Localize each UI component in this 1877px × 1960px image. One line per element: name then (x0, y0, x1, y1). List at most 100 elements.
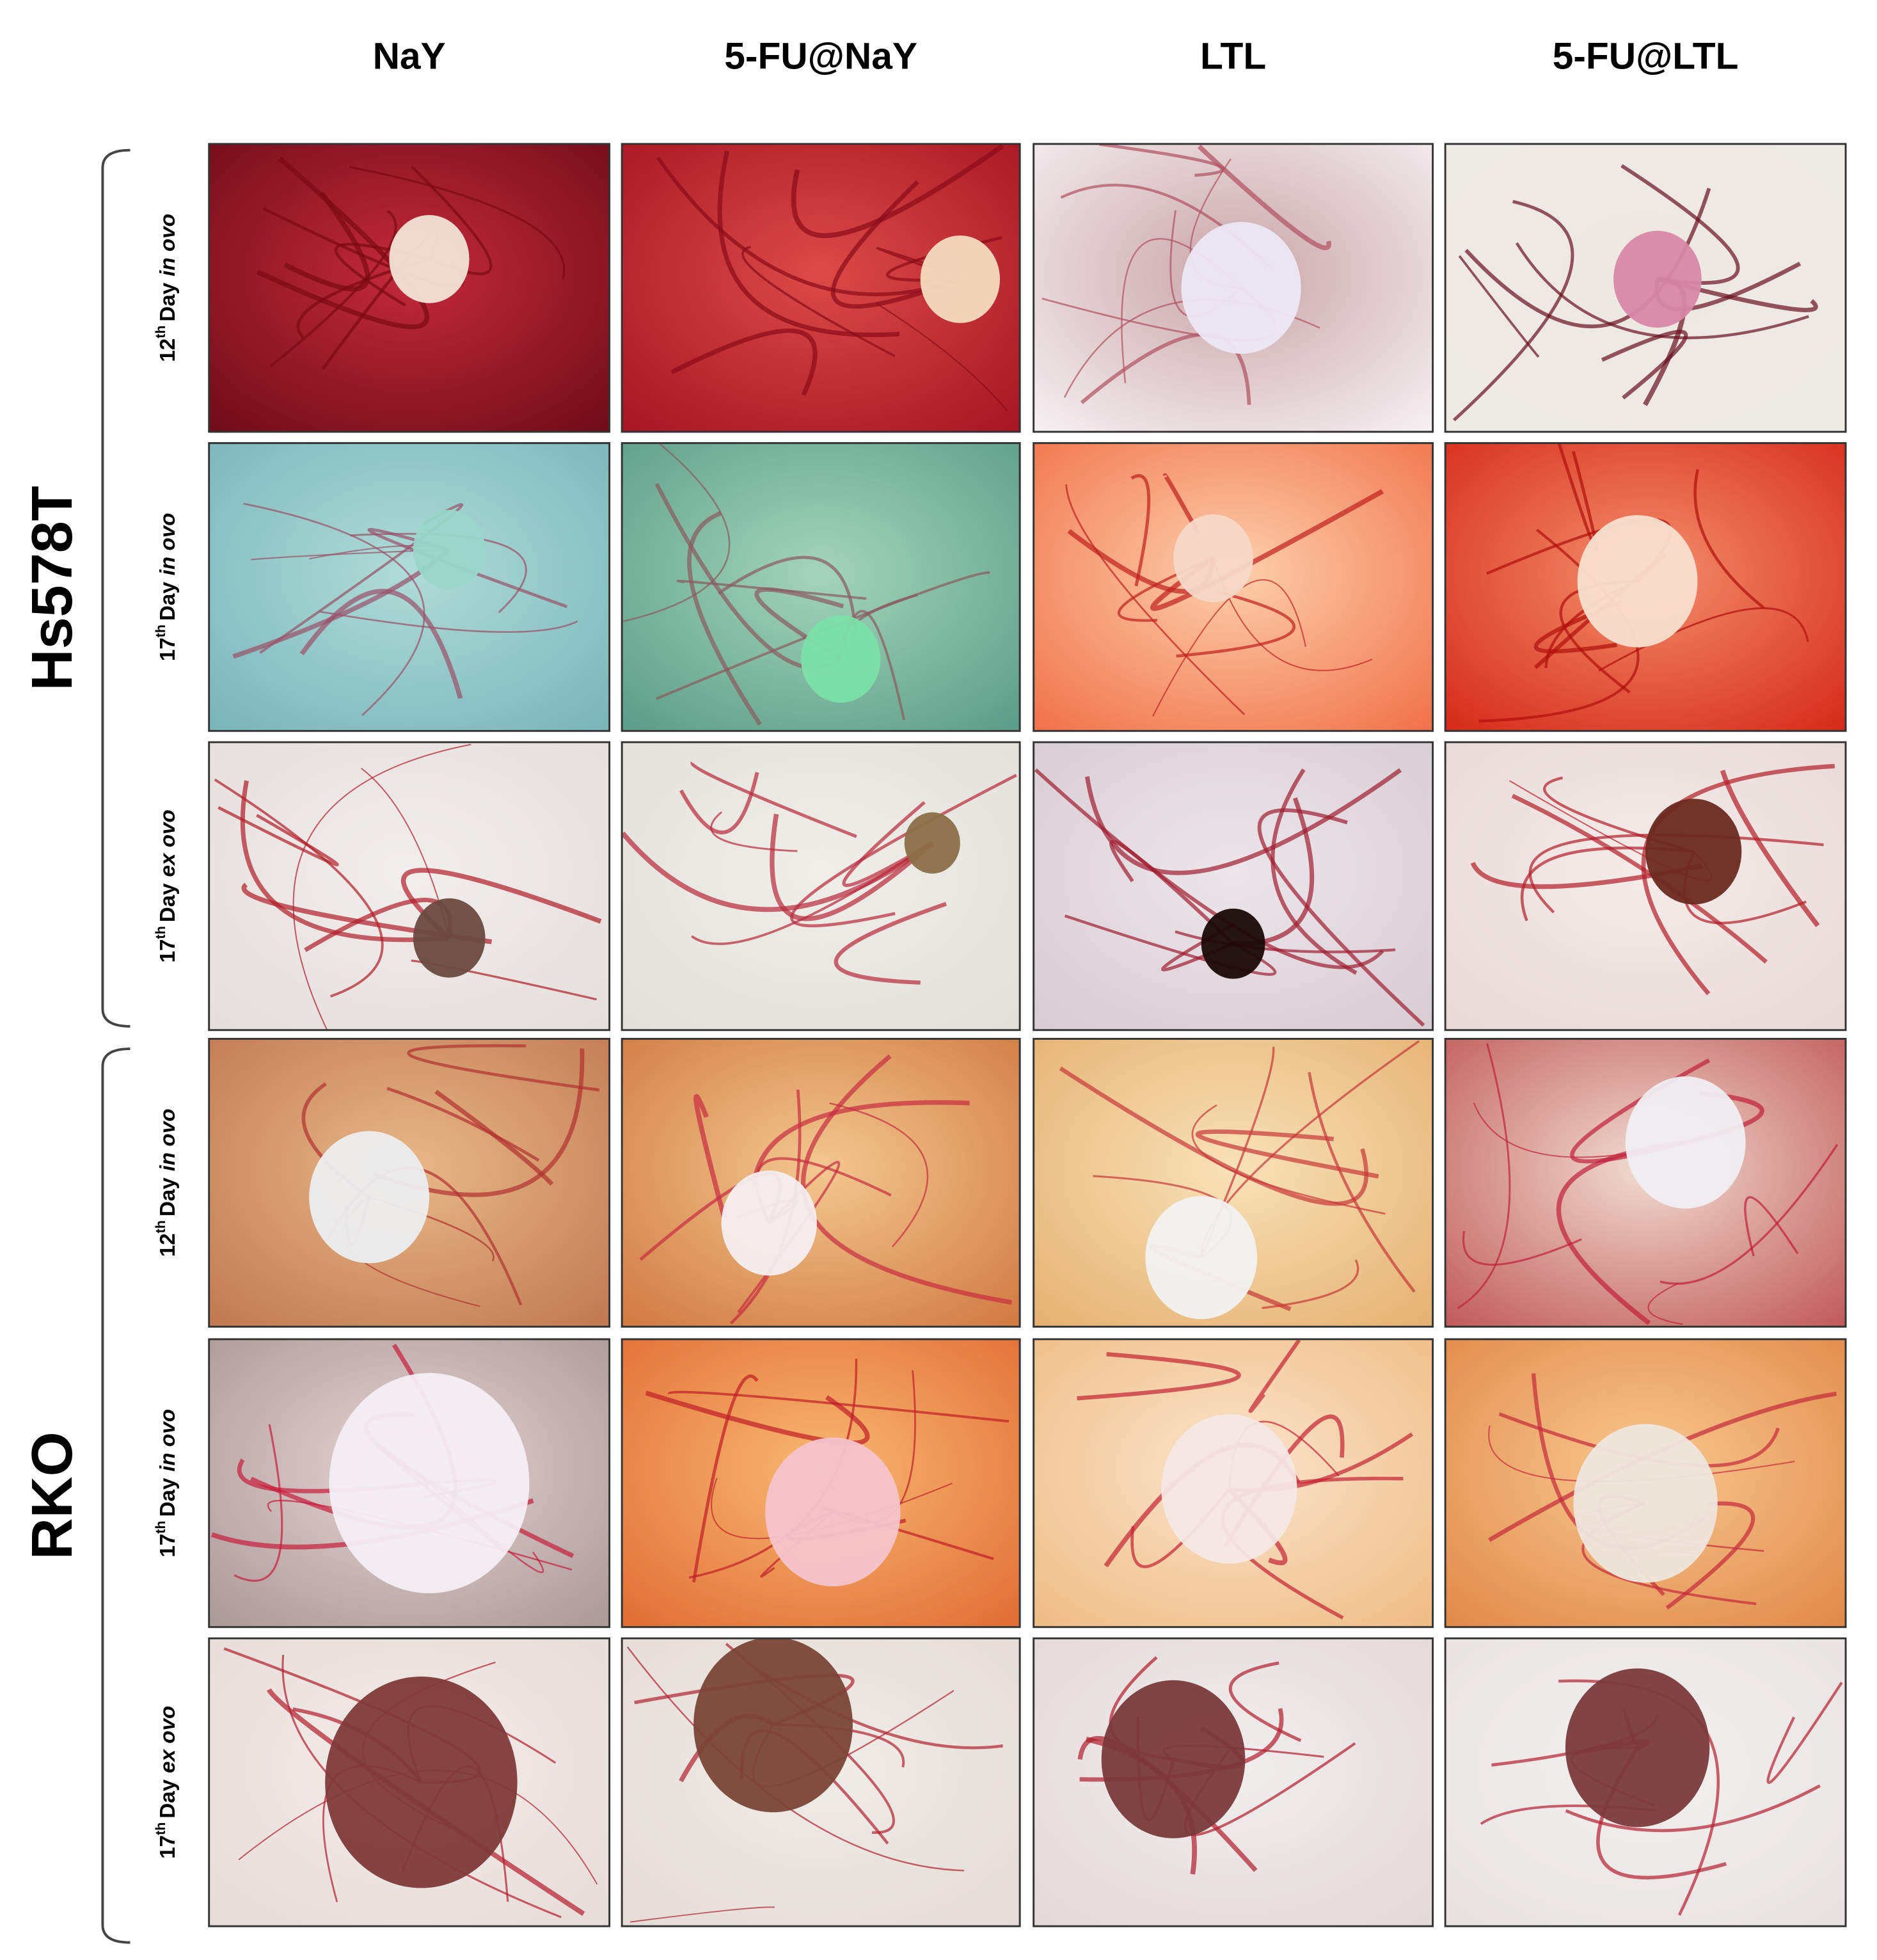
tumor (920, 235, 1001, 323)
blood-vessel (693, 1094, 727, 1218)
row-label-ordinal: th (153, 625, 168, 637)
tumor (309, 1131, 429, 1264)
row-label-word: Day (156, 1177, 180, 1217)
blood-vessel (1647, 1282, 1683, 1325)
blood-vessel (1059, 1066, 1368, 1206)
blood-vessel (234, 1424, 283, 1582)
photo-background (209, 443, 610, 731)
row-label-day: 17 (156, 1835, 180, 1859)
photo-panel (1033, 1338, 1434, 1629)
group-bracket (101, 148, 131, 1028)
photo-panel (1033, 1037, 1434, 1328)
blood-vessel (1077, 1352, 1241, 1401)
blood-vessel (434, 1090, 554, 1186)
blood-vessel (622, 831, 934, 912)
photo-panel (621, 1637, 1021, 1927)
blood-vessel (630, 1906, 775, 1923)
tumor (413, 898, 486, 978)
row-label-condition: in ovo (156, 1409, 180, 1472)
column-header: 5-FU@LTL (1553, 36, 1739, 77)
blood-vessel (299, 589, 463, 699)
blood-vessel (717, 150, 900, 337)
photo-panel (1444, 741, 1847, 1032)
blood-vessel (717, 555, 857, 633)
blood-vessel (1452, 200, 1574, 422)
row-label-ordinal: th (153, 326, 168, 339)
blood-vessel (623, 443, 731, 623)
tumor (1181, 221, 1301, 354)
photo-panel (1033, 442, 1434, 732)
blood-vessel (240, 780, 450, 943)
tumor (801, 615, 881, 703)
tumor (389, 215, 470, 303)
row-label-word: Day (156, 282, 180, 322)
group-bracket (101, 1048, 131, 1944)
row-label-day: 17 (156, 1534, 180, 1558)
photo-panel (621, 442, 1021, 732)
row-label-word: Day (156, 1779, 180, 1819)
row-label: 12th Day in ovo (153, 214, 180, 362)
row-label-ordinal: th (153, 1220, 168, 1233)
photo-panel (1444, 1338, 1847, 1629)
photo-border (208, 1338, 611, 1629)
tumor (693, 1638, 853, 1813)
photo-panel (1033, 741, 1434, 1032)
blood-vessel (400, 868, 602, 940)
blood-vessel (350, 532, 527, 614)
photo-panel (208, 1338, 611, 1629)
row-label: 17th Day in ovo (153, 1409, 180, 1558)
blood-vessel (218, 806, 339, 866)
photo-panel (208, 143, 611, 433)
column-header: LTL (1200, 36, 1266, 77)
blood-vessel (251, 548, 450, 561)
row-label: 17th Day ex ovo (153, 1706, 180, 1859)
photo-background (1033, 742, 1433, 1030)
photo-border (208, 143, 611, 433)
row-label-condition: in ovo (156, 513, 180, 575)
row-label-day: 12 (156, 1233, 180, 1257)
row-label-condition: ex ovo (156, 809, 180, 877)
blood-vessel (1533, 599, 1624, 654)
row-label-condition: ex ovo (156, 1706, 180, 1773)
blood-vessel (751, 1100, 970, 1187)
photo-panel (208, 1637, 611, 1927)
photo-panel (621, 143, 1021, 433)
blood-vessel (386, 1087, 540, 1162)
blood-vessel (1457, 1043, 1511, 1310)
photo-panel (621, 1338, 1021, 1629)
blood-vessel (770, 813, 934, 921)
photo-border (621, 741, 1021, 1032)
blood-vessel (243, 502, 425, 716)
row-label-condition: in ovo (156, 1108, 180, 1171)
blood-vessel (1511, 793, 1768, 964)
tumor (904, 812, 960, 874)
photo-border (1444, 143, 1847, 433)
photo-border (621, 143, 1021, 433)
tumor (1101, 1680, 1246, 1838)
row-label-word: Day (156, 1478, 180, 1517)
photo-border (208, 442, 611, 732)
blood-vessel (1176, 590, 1296, 658)
blood-vessel (1150, 489, 1384, 611)
blood-vessel (690, 761, 857, 838)
blood-vessel (876, 303, 1008, 411)
photo-border (1033, 741, 1434, 1032)
blood-vessel (1152, 579, 1306, 717)
photo-border (1444, 741, 1847, 1032)
blood-vessel (1766, 1682, 1843, 1784)
row-label-ordinal: th (153, 1520, 168, 1533)
blood-vessel (830, 180, 962, 309)
blood-vessel (1565, 1784, 1821, 1833)
blood-vessel (1462, 1231, 1582, 1266)
photo-panel (621, 741, 1021, 1032)
photo-panel (1444, 1637, 1847, 1927)
tumor (1625, 1076, 1746, 1209)
photo-panel (208, 1037, 611, 1328)
tumor (325, 1677, 518, 1888)
tumor (1145, 1196, 1258, 1319)
group-label: RKO (20, 1431, 84, 1559)
blood-vessel (1099, 143, 1225, 177)
photo-panel (208, 741, 611, 1032)
blood-vessel (676, 579, 867, 600)
